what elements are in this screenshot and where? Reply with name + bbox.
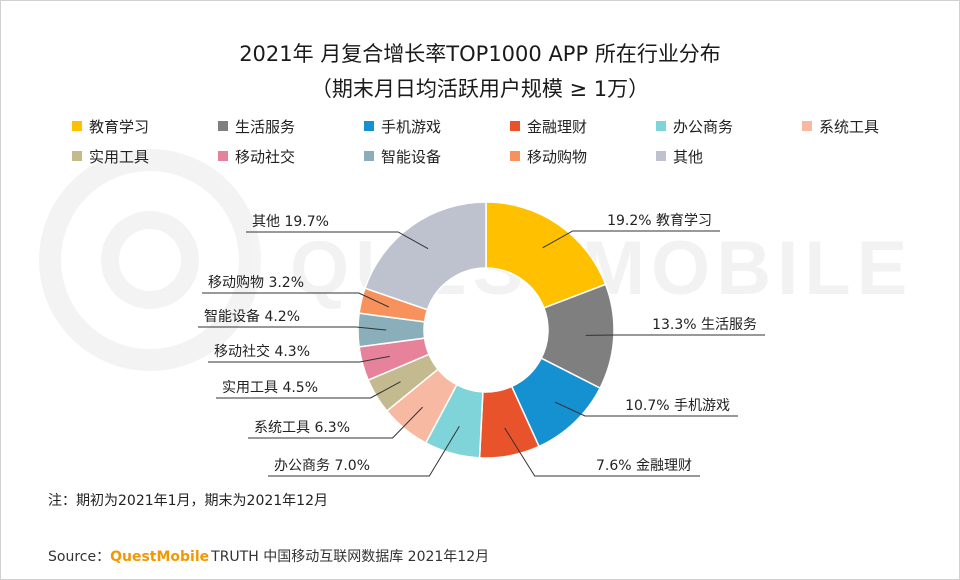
donut-slice xyxy=(364,201,487,311)
data-label: 其他 19.7% xyxy=(252,214,329,230)
footnote: 注：期初为2021年1月，期末为2021年12月 xyxy=(48,493,328,509)
legend-swatch xyxy=(510,121,520,131)
legend-item: 教育学习 xyxy=(72,116,218,136)
source-text: TRUTH 中国移动互联网数据库 2021年12月 xyxy=(211,549,490,565)
legend-label: 手机游戏 xyxy=(381,117,442,136)
legend-item: 金融理财 xyxy=(510,116,656,136)
data-label: 19.2% 教育学习 xyxy=(607,213,712,229)
legend-swatch xyxy=(364,121,374,131)
legend-item: 手机游戏 xyxy=(364,116,510,136)
leader-line xyxy=(216,381,401,399)
page-title: 2021年 月复合增长率TOP1000 APP 所在行业分布 xyxy=(239,42,721,66)
leader-line xyxy=(202,292,390,308)
source-line: Source： QuestMobile TRUTH 中国移动互联网数据库 202… xyxy=(48,546,489,566)
leader-line xyxy=(208,355,390,363)
legend-item: 智能设备 xyxy=(364,146,510,166)
legend-swatch xyxy=(218,151,228,161)
leader-line xyxy=(268,425,460,477)
legend-item: 移动购物 xyxy=(510,146,656,166)
legend-item: 系统工具 xyxy=(802,116,948,136)
leader-line xyxy=(504,427,700,477)
legend-swatch xyxy=(72,151,82,161)
leader-line xyxy=(542,230,720,249)
data-label: 系统工具 6.3% xyxy=(254,420,350,436)
data-label: 10.7% 手机游戏 xyxy=(625,398,730,414)
legend-swatch xyxy=(802,121,812,131)
data-label: 移动社交 4.3% xyxy=(214,343,310,360)
legend-label: 教育学习 xyxy=(89,117,150,136)
legend-swatch xyxy=(364,151,374,161)
legend-item: 生活服务 xyxy=(218,116,364,136)
legend-label: 生活服务 xyxy=(235,117,296,136)
watermark-logo-dot xyxy=(101,211,199,309)
leader-line xyxy=(246,231,429,250)
donut-slice xyxy=(485,201,607,309)
legend-label: 办公商务 xyxy=(673,117,734,136)
legend-label: 金融理财 xyxy=(527,117,588,136)
legend-label: 实用工具 xyxy=(89,147,150,166)
legend-label: 系统工具 xyxy=(819,117,880,136)
legend-item: 其他 xyxy=(656,146,802,166)
legend-swatch xyxy=(656,121,666,131)
data-label: 办公商务 7.0% xyxy=(274,458,370,474)
legend-swatch xyxy=(72,121,82,131)
leader-line xyxy=(248,406,423,439)
legend-item: 移动社交 xyxy=(218,146,364,166)
source-brand: QuestMobile xyxy=(110,549,210,565)
data-label: 实用工具 4.5% xyxy=(222,380,318,396)
page-subtitle: （期末月日均活跃用户规模 ≥ 1万） xyxy=(310,77,650,101)
legend-label: 智能设备 xyxy=(381,147,442,166)
leader-line xyxy=(198,326,387,331)
data-label: 智能设备 4.2% xyxy=(204,308,300,325)
data-label: 7.6% 金融理财 xyxy=(596,458,692,474)
legend-swatch xyxy=(510,151,520,161)
watermark-logo-ring xyxy=(39,149,261,371)
data-label: 移动购物 3.2% xyxy=(208,275,304,291)
data-label: 13.3% 生活服务 xyxy=(652,317,757,333)
legend-label: 其他 xyxy=(673,147,704,166)
legend-label: 移动社交 xyxy=(235,147,296,166)
leader-line xyxy=(554,401,738,417)
legend-swatch xyxy=(218,121,228,131)
legend-label: 移动购物 xyxy=(527,147,588,166)
legend-item: 实用工具 xyxy=(72,146,218,166)
legend-swatch xyxy=(656,151,666,161)
source-label: Source： xyxy=(48,549,111,565)
legend-item: 办公商务 xyxy=(656,116,802,136)
legend: 教育学习 生活服务 手机游戏 金融理财 办公商务 系统工具实用工具 移动社交 智能设备 移动购物… xyxy=(72,116,952,166)
